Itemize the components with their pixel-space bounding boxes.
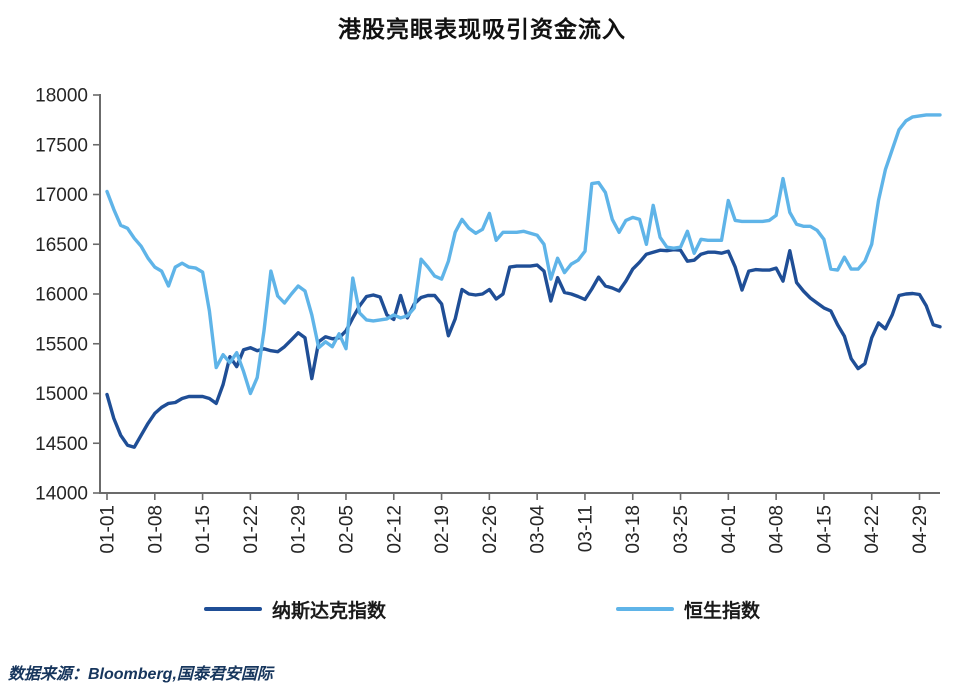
y-tick-label: 14000 xyxy=(35,484,88,505)
x-tick-label: 03-04 xyxy=(528,505,549,554)
legend-label-nasdaq: 纳斯达克指数 xyxy=(271,600,386,622)
x-tick-label: 03-18 xyxy=(623,505,644,554)
x-tick-label: 02-26 xyxy=(480,505,501,554)
x-tick-label: 01-29 xyxy=(289,505,310,554)
chart-title: 港股亮眼表现吸引资金流入 xyxy=(338,16,626,42)
x-tick-label: 04-08 xyxy=(767,505,788,554)
y-tick-label: 18000 xyxy=(35,86,88,107)
legend-item-hangseng: 恒生指数 xyxy=(616,596,760,623)
data-source-note: 数据来源：Bloomberg,国泰君安国际 xyxy=(8,666,273,683)
y-tick-label: 16500 xyxy=(35,235,88,256)
y-tick-label: 15000 xyxy=(35,384,88,405)
x-tick-label: 04-15 xyxy=(814,505,835,554)
x-tick-label: 02-19 xyxy=(432,505,453,554)
y-tick-label: 16000 xyxy=(35,285,88,306)
x-tick-label: 01-08 xyxy=(145,505,166,554)
nasdaq-line-swatch xyxy=(203,606,262,612)
y-tick-label: 14500 xyxy=(35,434,88,455)
x-tick-label: 02-12 xyxy=(384,505,405,554)
x-tick-label: 04-29 xyxy=(910,505,931,554)
x-tick-label: 03-25 xyxy=(671,505,692,554)
x-tick-label: 01-01 xyxy=(98,505,119,554)
line-chart: 14000 14500 15000 15500 16000 16500 17000 17500… xyxy=(35,86,942,554)
y-tick-label: 17000 xyxy=(35,185,88,206)
x-tick-label: 04-01 xyxy=(719,505,740,554)
x-tick-label: 01-22 xyxy=(241,505,262,554)
axes xyxy=(99,94,940,494)
legend-label-hangseng: 恒生指数 xyxy=(684,600,761,622)
legend-item-nasdaq: 纳斯达克指数 xyxy=(203,596,386,623)
x-tick-label: 02-05 xyxy=(336,505,357,554)
chart-legend: 纳斯达克指数 恒生指数 xyxy=(0,593,964,625)
x-tick-label: 03-11 xyxy=(575,505,596,552)
hangseng-line-swatch xyxy=(616,606,674,612)
series-line-0 xyxy=(105,247,942,449)
y-tick-label: 15500 xyxy=(35,334,88,355)
x-tick-label: 04-22 xyxy=(862,505,883,554)
y-tick-label: 17500 xyxy=(35,135,88,156)
x-tick-label: 01-15 xyxy=(193,505,214,554)
series-line-1 xyxy=(105,113,942,396)
